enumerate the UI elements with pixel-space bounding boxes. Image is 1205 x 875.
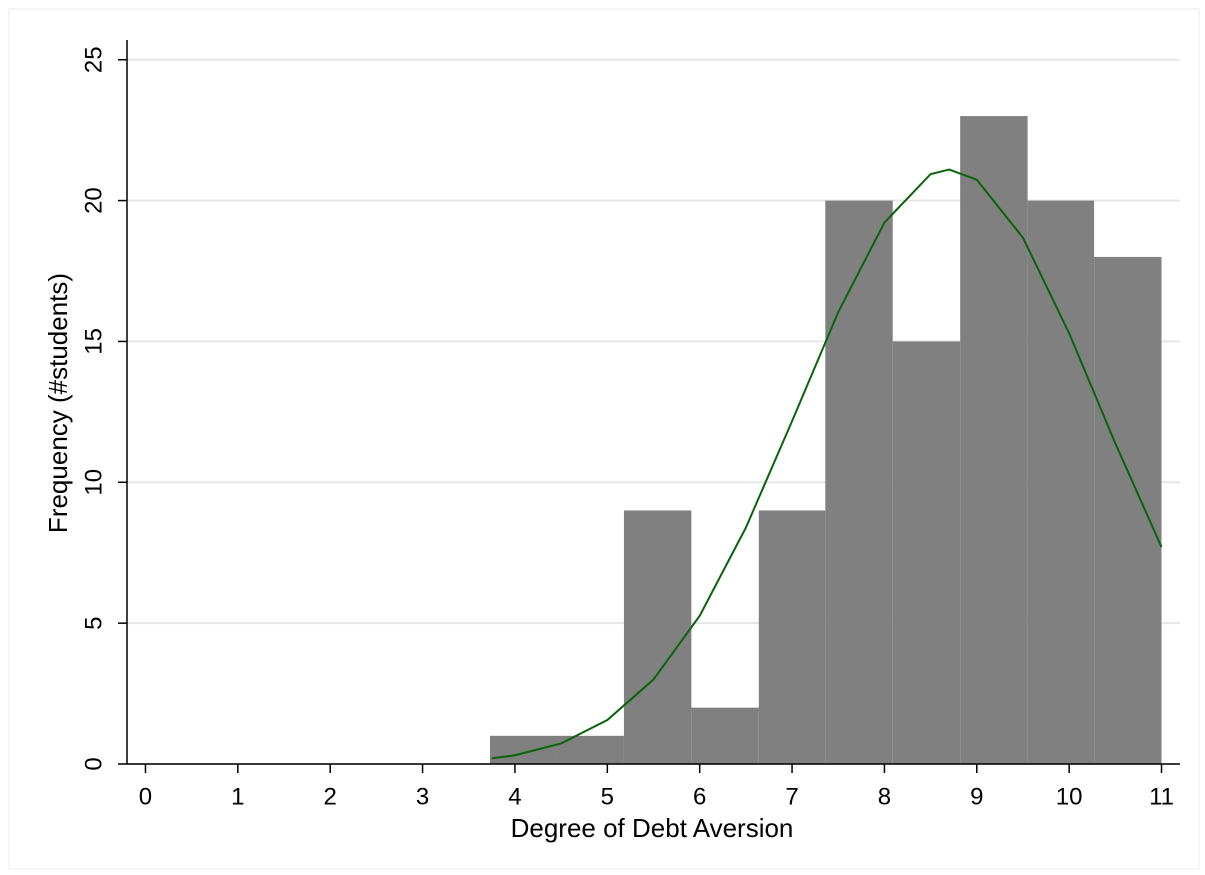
- bar: [1027, 200, 1095, 765]
- x-tick-label: 1: [231, 783, 244, 810]
- x-axis-label: Degree of Debt Aversion: [511, 813, 794, 843]
- x-tick-label: 11: [1149, 783, 1174, 810]
- bar: [825, 200, 893, 765]
- bar: [623, 510, 692, 764]
- fit-curve: [491, 168, 1163, 760]
- y-tick-label: 10: [80, 469, 107, 496]
- bar: [892, 341, 961, 764]
- y-tick-label: 20: [80, 187, 107, 214]
- x-tick-label: 2: [324, 783, 337, 810]
- bar: [1094, 256, 1162, 764]
- x-tick-label: 7: [785, 783, 798, 810]
- bar: [758, 510, 826, 764]
- y-tick-label: 0: [80, 757, 107, 770]
- y-tick-label: 15: [80, 328, 107, 355]
- x-tick-label: 6: [693, 783, 706, 810]
- x-tick-label: 10: [1056, 783, 1083, 810]
- x-tick-label: 9: [970, 783, 983, 810]
- x-tick-label: 5: [601, 783, 614, 810]
- x-tick-label: 8: [878, 783, 891, 810]
- x-tick-label: 4: [508, 783, 521, 810]
- bar: [960, 116, 1028, 764]
- bar: [490, 735, 557, 764]
- bar: [691, 707, 759, 764]
- y-axis-label: Frequency (#students): [43, 273, 73, 533]
- y-tick-label: 25: [80, 46, 107, 73]
- x-tick-label: 0: [139, 783, 152, 810]
- x-tick-label: 3: [416, 783, 429, 810]
- y-tick-label: 5: [80, 616, 107, 629]
